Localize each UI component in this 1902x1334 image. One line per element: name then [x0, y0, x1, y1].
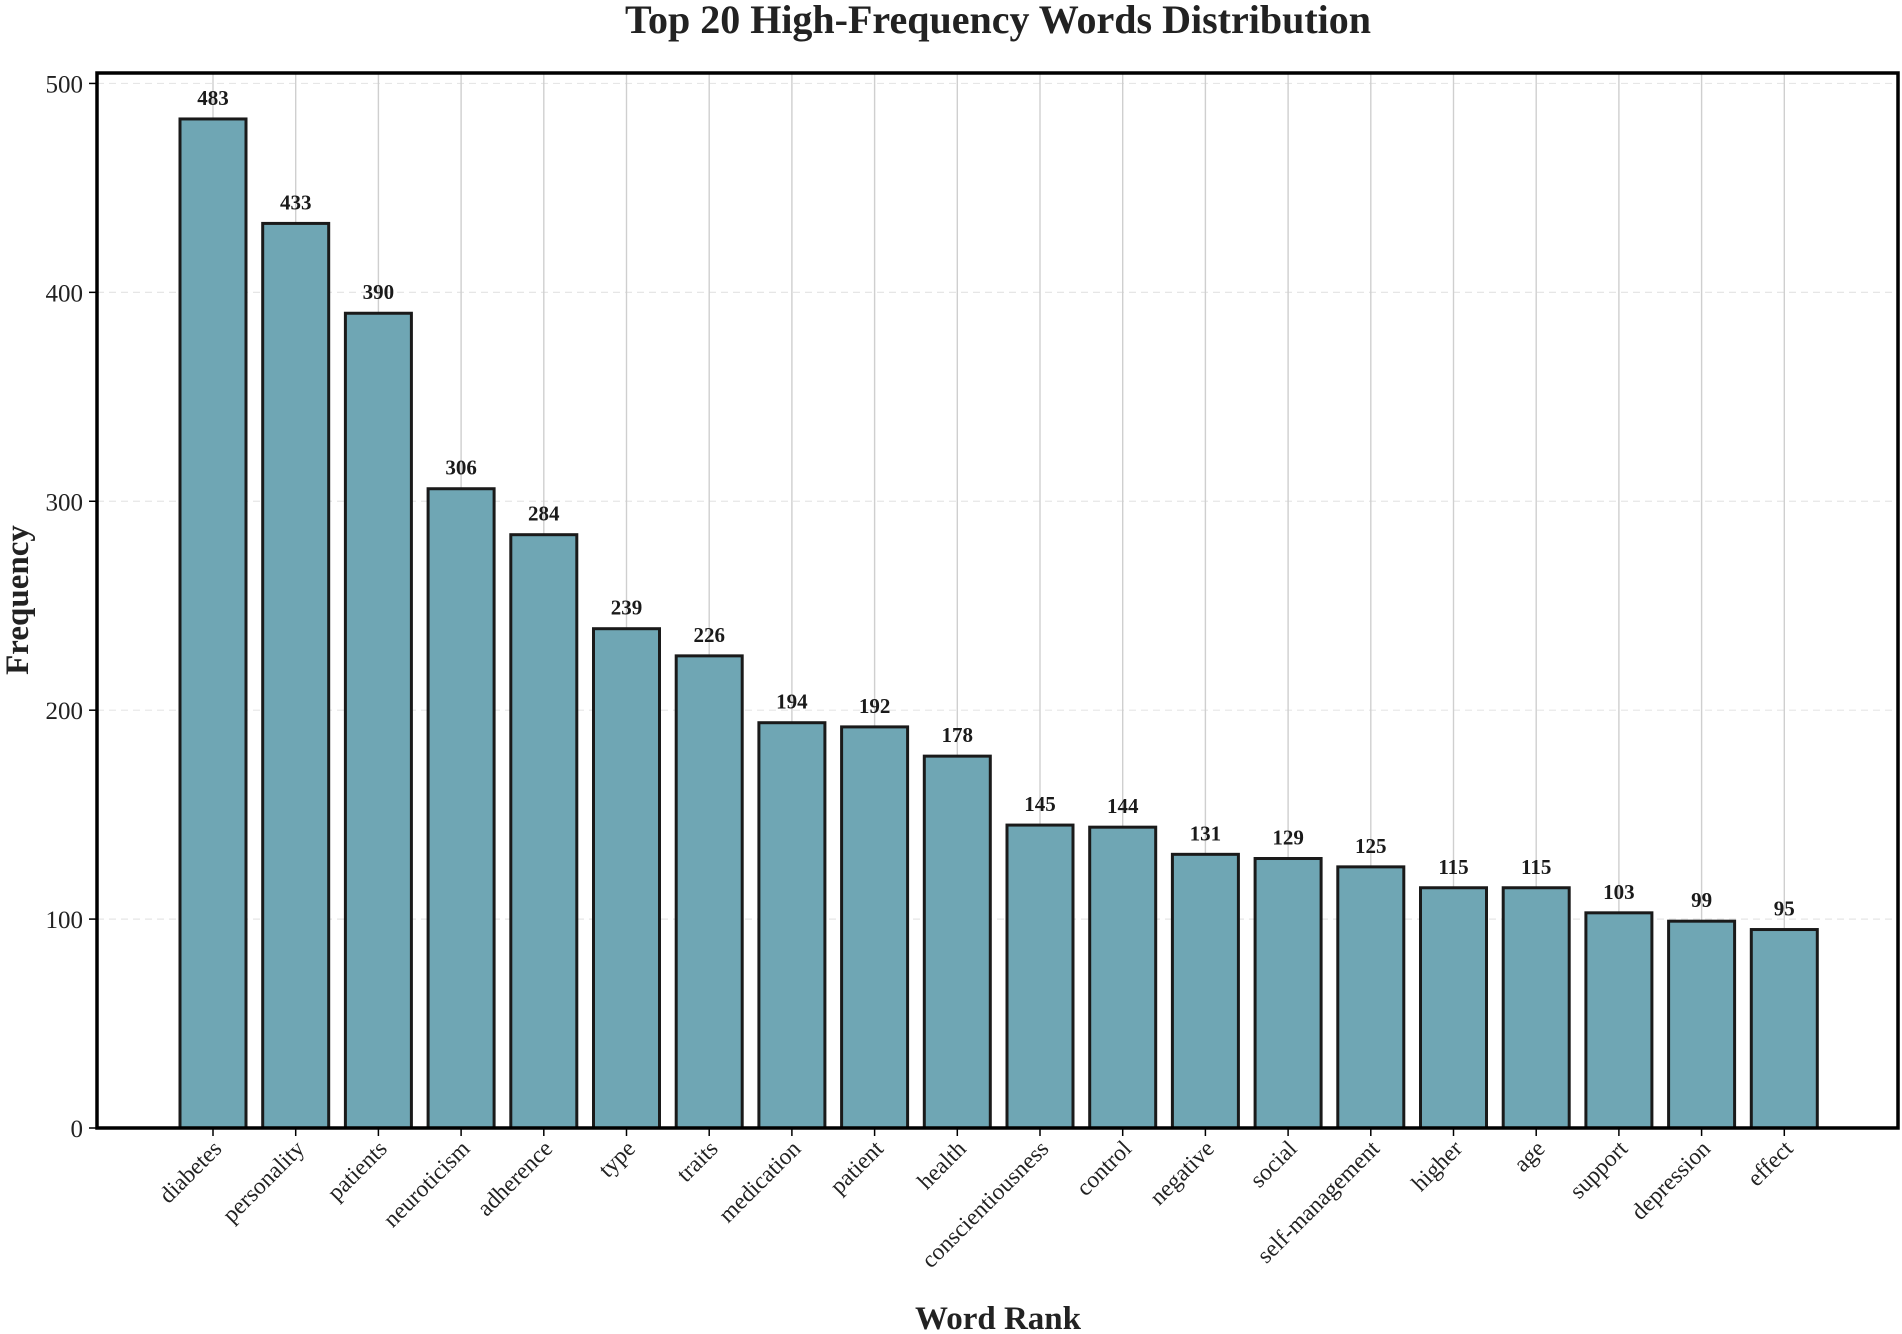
value-label-negative: 131 — [1190, 821, 1222, 845]
x-tick-label-age: age — [1509, 1136, 1550, 1177]
x-tick-label-medication: medication — [714, 1136, 806, 1228]
value-label-control: 144 — [1107, 794, 1139, 818]
value-label-patients: 390 — [363, 280, 395, 304]
y-tick-label: 400 — [46, 280, 84, 307]
x-tick-label-adherence: adherence — [472, 1136, 558, 1222]
bar-self-management — [1336, 865, 1406, 1130]
bar-health — [922, 754, 992, 1130]
bar-control — [1088, 825, 1158, 1130]
y-tick-label: 200 — [46, 698, 84, 725]
value-labels: 483 433 390 306 284 239 226 194 192 178 145 144 131 1… — [197, 86, 1795, 921]
x-tick-label-social: social — [1245, 1136, 1302, 1193]
y-tick-label: 500 — [46, 71, 84, 98]
bar-negative — [1170, 852, 1240, 1130]
bar-social — [1253, 857, 1323, 1130]
value-label-diabetes: 483 — [197, 86, 229, 110]
bar-higher — [1419, 886, 1488, 1130]
value-label-health: 178 — [942, 723, 974, 747]
value-label-depression: 99 — [1691, 888, 1712, 912]
x-tick-label-diabetes: diabetes — [154, 1136, 227, 1209]
x-tick-label-higher: higher — [1407, 1136, 1468, 1197]
value-label-conscientiousness: 145 — [1024, 792, 1056, 816]
x-tick-label-health: health — [913, 1136, 972, 1195]
bar-conscientiousness — [1005, 823, 1075, 1130]
x-tick-label-traits: traits — [672, 1136, 724, 1188]
x-tick-label-support: support — [1565, 1136, 1634, 1205]
x-tick-label-negative: negative — [1145, 1136, 1220, 1211]
x-tick-label-patient: patient — [825, 1136, 889, 1200]
bar-type — [592, 627, 661, 1130]
bar-neuroticism — [426, 487, 496, 1130]
value-label-patient: 192 — [859, 694, 891, 718]
y-tick-label: 0 — [71, 1116, 84, 1143]
x-tick-label-effect: effect — [1743, 1136, 1799, 1192]
bar-personality — [261, 221, 331, 1130]
x-tick-label-type: type — [594, 1136, 641, 1183]
bar-depression — [1667, 919, 1737, 1130]
x-tick-label-depression: depression — [1626, 1136, 1716, 1226]
value-label-higher: 115 — [1438, 855, 1468, 879]
bar-traits — [674, 654, 744, 1130]
value-label-type: 239 — [611, 596, 643, 620]
value-label-neuroticism: 306 — [445, 456, 477, 480]
bar-adherence — [509, 533, 579, 1130]
bars — [178, 117, 1819, 1130]
value-label-adherence: 284 — [528, 502, 560, 526]
y-tick-label: 300 — [46, 489, 84, 516]
y-tick-label: 100 — [46, 907, 84, 934]
bar-support — [1584, 911, 1654, 1130]
bar-medication — [757, 721, 827, 1130]
bar-diabetes — [178, 117, 248, 1130]
x-tick-label-neuroticism: neuroticism — [379, 1136, 476, 1233]
bar-effect — [1749, 928, 1819, 1130]
value-label-support: 103 — [1603, 880, 1635, 904]
value-label-medication: 194 — [776, 690, 808, 714]
x-tick-label-control: control — [1071, 1136, 1137, 1202]
y-axis-ticks: 0 100 200 300 400 500 — [46, 71, 97, 1143]
bar-patient — [840, 725, 910, 1130]
value-label-age: 115 — [1521, 855, 1551, 879]
y-axis-label: Frequency — [0, 525, 36, 675]
plot-frame — [95, 71, 1900, 1130]
bar-age — [1501, 886, 1571, 1130]
value-label-social: 129 — [1272, 826, 1304, 850]
value-label-self-management: 125 — [1355, 834, 1387, 858]
bar-patients — [343, 311, 413, 1130]
value-label-personality: 433 — [280, 190, 312, 214]
x-tick-label-personality: personality — [218, 1136, 310, 1228]
value-label-traits: 226 — [693, 623, 725, 647]
x-axis-label: Word Rank — [915, 1301, 1082, 1334]
chart-title: Top 20 High-Frequency Words Distribution — [625, 0, 1371, 42]
value-label-effect: 95 — [1774, 897, 1795, 921]
x-tick-label-patients: patients — [323, 1136, 393, 1206]
